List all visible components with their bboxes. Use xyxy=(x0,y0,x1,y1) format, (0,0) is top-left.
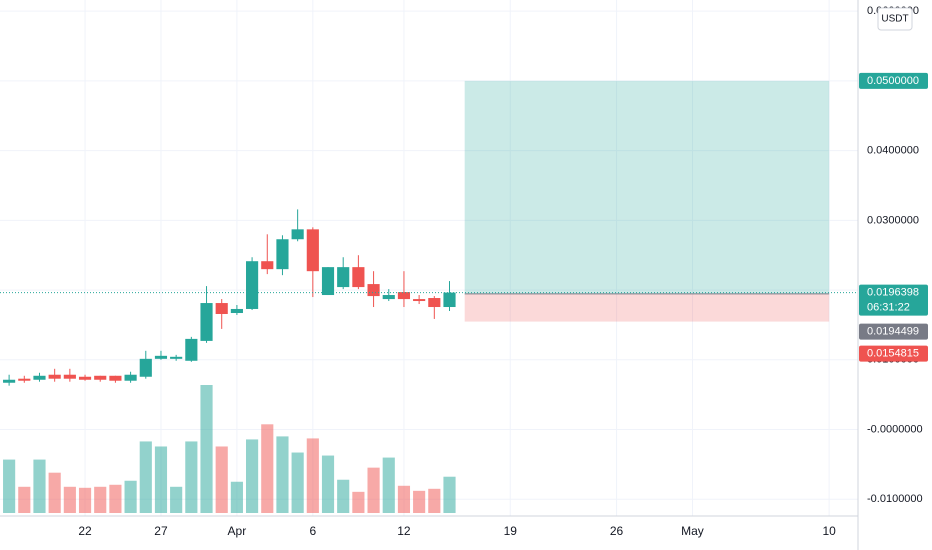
currency-box xyxy=(877,7,913,31)
volume-bar xyxy=(215,446,228,513)
entry-label-box xyxy=(859,323,928,340)
last-price-box xyxy=(859,284,928,316)
candle-body xyxy=(63,374,76,379)
candle-body xyxy=(200,303,213,341)
volume-bar xyxy=(78,487,92,513)
candle-body xyxy=(215,303,228,314)
volume-bar xyxy=(154,446,168,513)
stop-zone xyxy=(464,293,830,322)
y-tick-label: 0.0300000 xyxy=(867,214,919,226)
candle-body xyxy=(337,267,350,288)
profit-zone xyxy=(464,80,830,294)
candle-body xyxy=(185,338,198,361)
volume-bar xyxy=(306,438,319,513)
price-labels: 0.0500000 0.0196398 06:31:22 0.0194499 0.015… xyxy=(859,7,928,362)
volume-bar xyxy=(200,385,213,513)
candle-body xyxy=(124,374,137,381)
candle-body xyxy=(382,295,395,300)
candle-body xyxy=(94,375,107,380)
stop-label: 0.0154815 xyxy=(867,347,919,359)
volume-bar xyxy=(185,441,198,513)
volume-bar xyxy=(397,485,411,513)
candle-body xyxy=(397,292,411,300)
volume-bar xyxy=(246,439,259,513)
volume-bar xyxy=(382,457,395,513)
countdown: 06:31:22 xyxy=(867,301,910,313)
candle-body xyxy=(3,379,16,383)
volume-bar xyxy=(109,484,122,513)
x-tick-label: 10 xyxy=(822,524,836,538)
target-label: 0.0500000 xyxy=(867,75,919,87)
volume-bar xyxy=(367,467,380,513)
candle-body xyxy=(78,376,92,380)
volume-bar xyxy=(321,455,335,513)
x-tick-label: 22 xyxy=(78,524,92,538)
candle-body xyxy=(261,261,274,270)
candle-body xyxy=(428,298,441,308)
volume-bar xyxy=(428,488,441,513)
candle-body xyxy=(48,374,61,379)
x-tick-label: 27 xyxy=(154,524,168,538)
volume-bar xyxy=(3,459,16,513)
volume-bar xyxy=(48,472,61,513)
volume-bar xyxy=(94,486,107,513)
x-tick-label: Apr xyxy=(228,524,247,538)
candle-body xyxy=(352,267,365,288)
candle-body xyxy=(367,284,380,297)
y-tick-label: -0.0100000 xyxy=(867,493,923,505)
volume-bar xyxy=(170,486,183,513)
candle-body xyxy=(230,308,243,314)
volume-bar xyxy=(413,490,426,513)
volume-bar xyxy=(276,436,289,513)
candle-body xyxy=(18,378,31,381)
volume-bar xyxy=(443,476,456,513)
stop-label-box xyxy=(859,345,928,362)
x-tick-label: 26 xyxy=(610,524,624,538)
plot xyxy=(0,80,858,513)
candle-body xyxy=(306,229,319,272)
candle-body xyxy=(413,299,426,302)
candle-body xyxy=(154,355,168,359)
candle-body xyxy=(139,358,152,377)
candle-body xyxy=(276,239,289,270)
x-tick-label: 12 xyxy=(397,524,411,538)
candle-body xyxy=(291,229,304,240)
candle-body xyxy=(109,375,122,381)
x-tick-label: May xyxy=(681,524,704,538)
x-tick-label: 19 xyxy=(504,524,518,538)
candle-body xyxy=(170,356,183,359)
volume-bar xyxy=(33,459,46,513)
candle-body xyxy=(321,267,335,296)
volume-bar xyxy=(337,479,350,513)
volume-bar xyxy=(124,480,137,513)
volume-bar xyxy=(261,424,274,513)
y-tick-label: 0.0400000 xyxy=(867,145,919,157)
x-tick-label: 6 xyxy=(309,524,316,538)
volume-bar xyxy=(139,441,152,513)
volume-bar xyxy=(230,481,243,513)
candle-body xyxy=(33,375,46,380)
candle-body xyxy=(246,261,259,309)
volume-bar xyxy=(63,486,76,513)
target-label-box xyxy=(859,72,928,89)
entry-label: 0.0194499 xyxy=(867,325,919,337)
volume-bar xyxy=(291,452,304,513)
last-price-label: 0.0196398 xyxy=(867,286,919,298)
currency: USDT xyxy=(881,14,908,25)
y-tick-label: -0.0000000 xyxy=(867,423,923,435)
candle-body xyxy=(443,292,456,308)
volume-bar xyxy=(352,491,365,513)
volume-bar xyxy=(18,486,31,513)
